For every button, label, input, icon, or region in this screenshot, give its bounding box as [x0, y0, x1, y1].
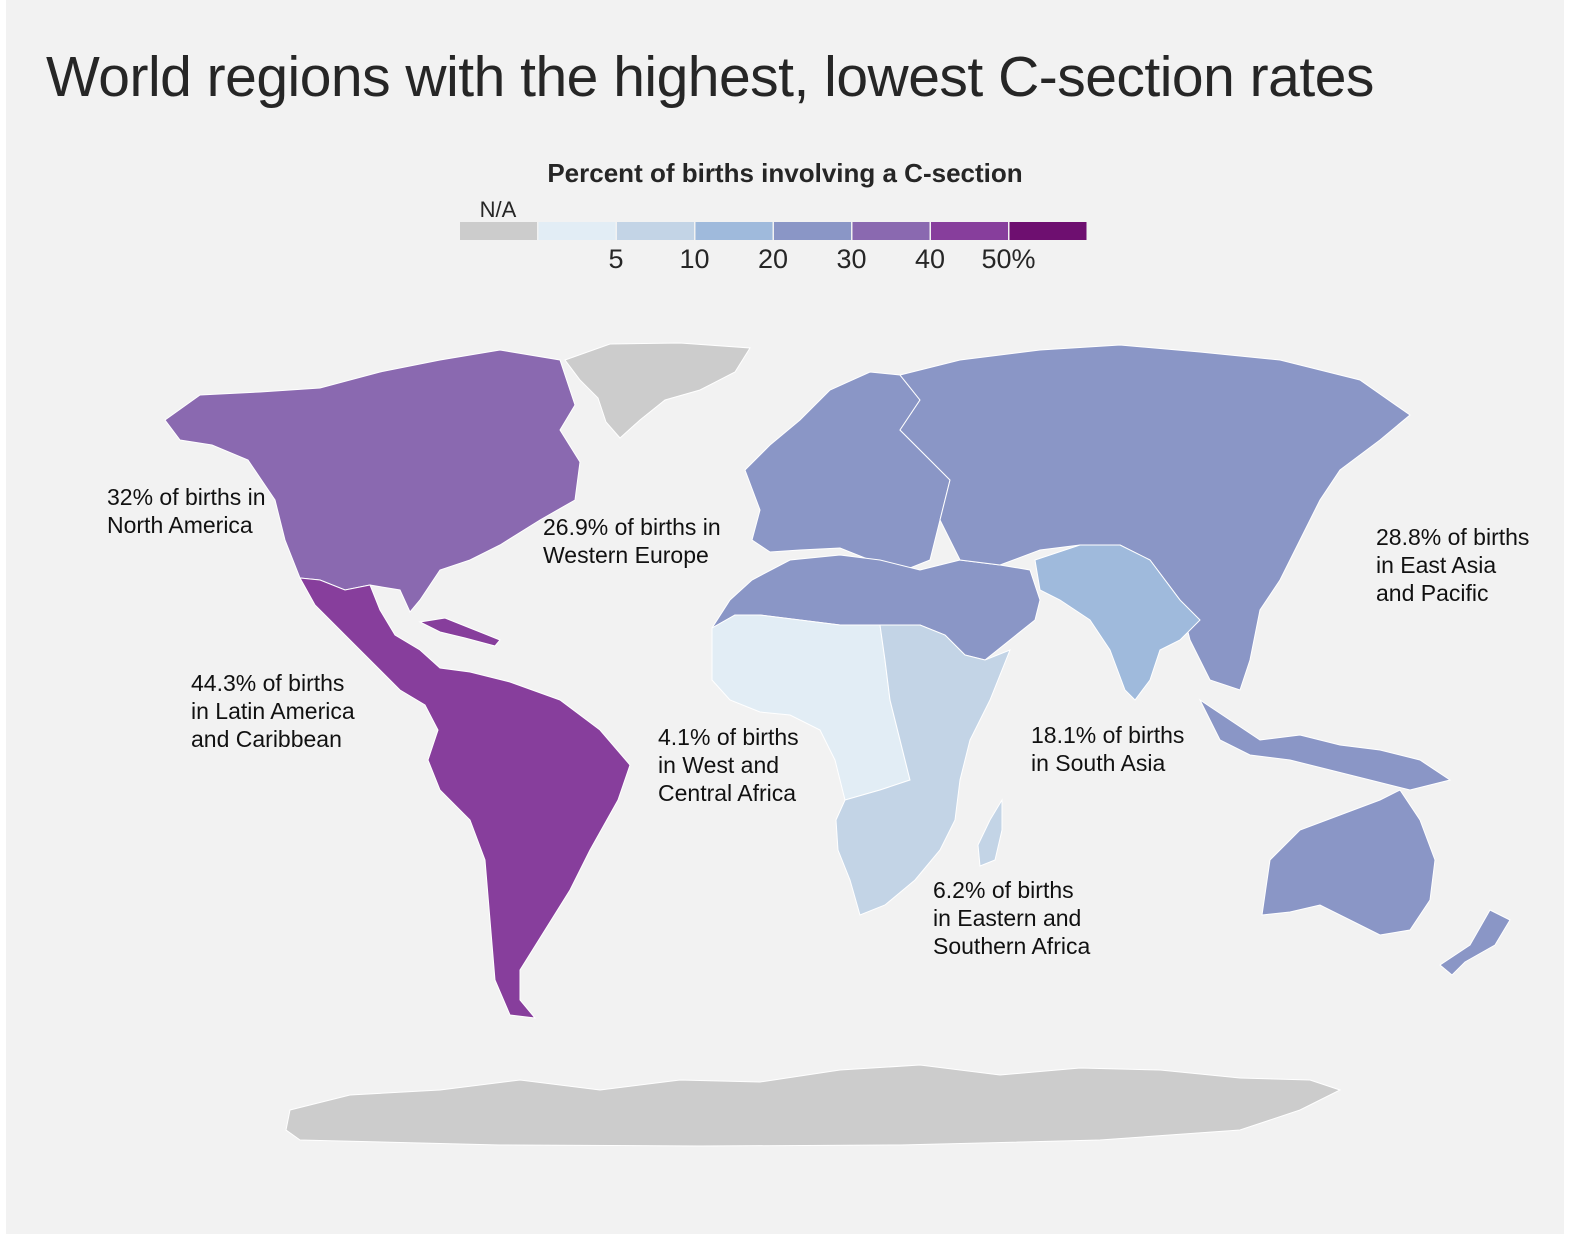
- annotation-western-europe: 26.9% of births in Western Europe: [543, 514, 721, 568]
- legend-tick-label: 50%: [981, 244, 1035, 274]
- legend-na-label: N/A: [480, 197, 517, 222]
- region-eastern-southern-africa[interactable]: [835, 624, 1011, 916]
- legend-swatch: [695, 222, 773, 240]
- annotation-latin-america: 44.3% of births in Latin America and Car…: [191, 670, 355, 752]
- region-antarctica-no-data[interactable]: [285, 1064, 1342, 1147]
- region-madagascar[interactable]: [977, 798, 1003, 867]
- page-title: World regions with the highest, lowest C…: [46, 45, 1374, 109]
- region-southeast-asia[interactable]: [1198, 698, 1452, 791]
- annotation-north-america: 32% of births in North America: [107, 484, 266, 538]
- region-new-zealand[interactable]: [1439, 909, 1511, 976]
- annotation-eastern-southern-africa: 6.2% of births in Eastern and Southern A…: [933, 877, 1091, 959]
- region-north-america[interactable]: [164, 349, 581, 613]
- legend-title: Percent of births involving a C-section: [547, 158, 1023, 188]
- region-east-asia-pacific[interactable]: [899, 344, 1411, 691]
- legend-swatch-na: [460, 222, 537, 240]
- legend-swatch: [1009, 222, 1087, 240]
- legend: N/A 5 10 20 30 40 50%: [460, 197, 1087, 274]
- legend-swatch: [617, 222, 694, 240]
- annotation-east-asia-pacific: 28.8% of births in East Asia and Pacific: [1376, 524, 1530, 606]
- region-australia[interactable]: [1261, 789, 1436, 936]
- legend-tick-label: 40: [915, 244, 945, 274]
- region-latin-america-caribbean[interactable]: [299, 577, 631, 1019]
- legend-tick-label: 30: [836, 244, 866, 274]
- legend-swatch: [774, 222, 851, 240]
- annotation-south-asia: 18.1% of births in South Asia: [1031, 722, 1185, 776]
- annotation-west-central-africa: 4.1% of births in West and Central Afric…: [658, 724, 799, 806]
- region-south-asia[interactable]: [1034, 544, 1201, 701]
- legend-swatch: [852, 222, 930, 240]
- region-caribbean-islands[interactable]: [418, 617, 501, 647]
- legend-tick-label: 5: [608, 244, 623, 274]
- legend-swatch: [931, 222, 1008, 240]
- region-greenland-no-data[interactable]: [564, 342, 751, 439]
- legend-tick-label: 10: [679, 244, 709, 274]
- legend-tick-label: 20: [758, 244, 788, 274]
- legend-swatch: [538, 222, 616, 240]
